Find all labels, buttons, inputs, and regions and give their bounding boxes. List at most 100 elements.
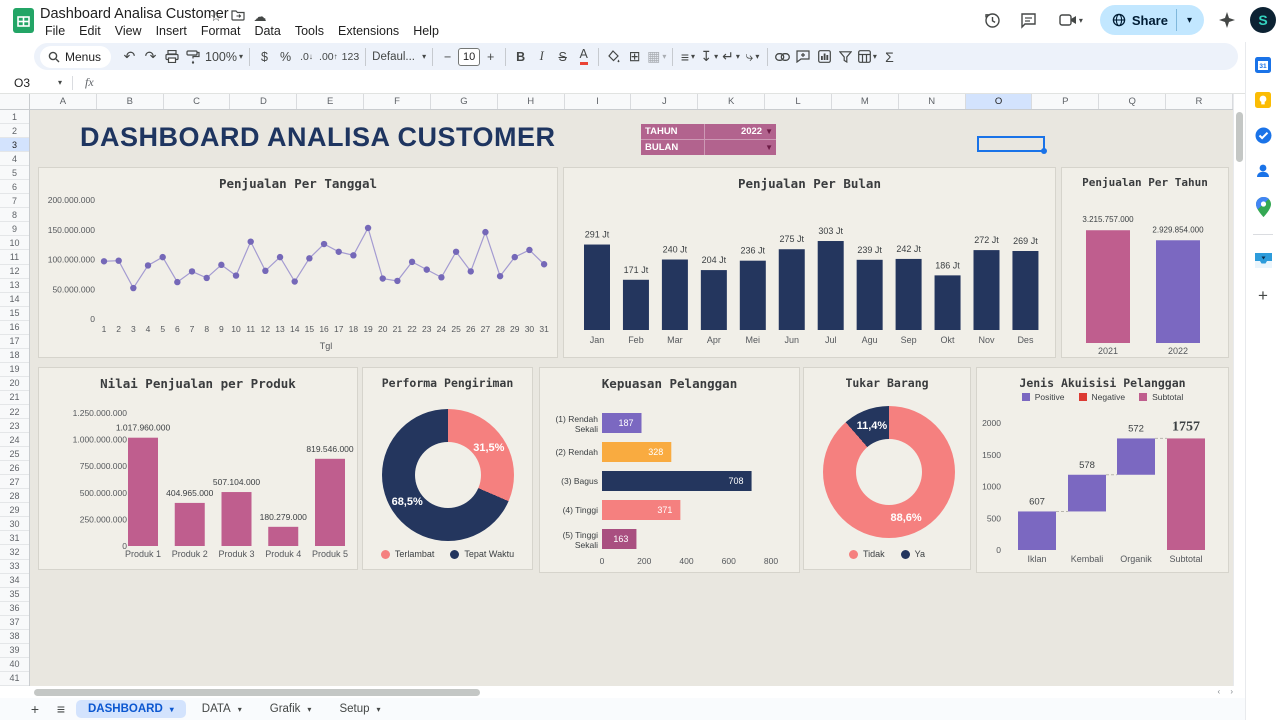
get-addons-button[interactable]: + <box>1258 286 1268 305</box>
chart-kepuasan-pelanggan[interactable]: Kepuasan Pelanggan 187 (1) Rendah Sekali 328… <box>539 367 800 573</box>
increase-decimal-button[interactable]: .00 ↑ <box>319 50 338 63</box>
gemini-sparkle-icon[interactable] <box>1214 7 1240 33</box>
row-header-1[interactable]: 1 <box>0 110 29 125</box>
column-header-Q[interactable]: Q <box>1099 94 1167 109</box>
row-header-5[interactable]: 5 <box>0 166 29 181</box>
merge-cells-button[interactable]: ▦ ▾ <box>647 48 667 64</box>
row-header-4[interactable]: 4 <box>0 152 29 167</box>
star-icon[interactable]: ☆ <box>210 9 222 24</box>
fill-color-button[interactable] <box>603 46 624 68</box>
more-formats-button[interactable]: 123 <box>341 50 360 63</box>
row-header-30[interactable]: 30 <box>0 517 29 532</box>
tasks-icon[interactable] <box>1254 126 1273 145</box>
column-header-M[interactable]: M <box>832 94 899 109</box>
maps-icon[interactable] <box>1255 197 1271 217</box>
menu-format[interactable]: Format <box>200 24 241 38</box>
chart-penjualan-per-bulan[interactable]: Penjualan Per Bulan 291 Jt Jan 171 Jt Feb 240… <box>563 167 1056 358</box>
menu-help[interactable]: Help <box>413 24 439 38</box>
meet-video-icon[interactable]: ▾ <box>1052 7 1090 33</box>
row-header-25[interactable]: 25 <box>0 447 29 462</box>
column-header-E[interactable]: E <box>297 94 365 109</box>
comments-icon[interactable] <box>1016 7 1042 33</box>
sheet-tab-setup[interactable]: Setup ▾ <box>339 703 381 715</box>
menu-extensions[interactable]: Extensions <box>338 24 400 38</box>
row-header-10[interactable]: 10 <box>0 236 29 251</box>
column-header-P[interactable]: P <box>1032 94 1100 109</box>
contacts-icon[interactable] <box>1254 162 1272 180</box>
chart-jenis-akuisisi-pelanggan[interactable]: Jenis Akuisisi Pelanggan 0 500 1000 1500 2000… <box>976 367 1229 573</box>
column-header-D[interactable]: D <box>230 94 298 109</box>
format-currency-button[interactable]: $ <box>261 49 268 64</box>
row-header-7[interactable]: 7 <box>0 194 29 209</box>
increase-font-size-button[interactable]: + <box>487 49 495 64</box>
functions-button[interactable]: Σ <box>885 48 894 65</box>
sheet-tab-grafik[interactable]: Grafik ▾ <box>269 703 312 715</box>
row-header-6[interactable]: 6 <box>0 180 29 195</box>
row-header-39[interactable]: 39 <box>0 644 29 658</box>
keep-icon[interactable] <box>1254 91 1272 109</box>
row-header-12[interactable]: 12 <box>0 265 29 279</box>
row-header-41[interactable]: 41 <box>0 672 29 686</box>
row-header-24[interactable]: 24 <box>0 433 29 448</box>
row-header-33[interactable]: 33 <box>0 560 29 574</box>
insert-comment-button[interactable] <box>793 46 814 68</box>
add-sheet-button[interactable]: + <box>30 701 40 717</box>
menu-data[interactable]: Data <box>254 24 281 38</box>
row-header-13[interactable]: 13 <box>0 279 29 293</box>
horizontal-align-button[interactable]: ≡ ▾ <box>680 48 696 65</box>
bold-button[interactable]: B <box>516 49 526 64</box>
chart-nilai-penjualan-per-produk[interactable]: Nilai Penjualan per Produk 0 250.000.000 50… <box>38 367 358 570</box>
version-history-icon[interactable] <box>980 7 1006 33</box>
font-size-input[interactable]: 10 <box>458 47 481 66</box>
row-header-26[interactable]: 26 <box>0 461 29 476</box>
column-header-J[interactable]: J <box>631 94 699 109</box>
text-color-button[interactable]: A <box>573 46 594 68</box>
row-header-28[interactable]: 28 <box>0 489 29 504</box>
vertical-align-button[interactable]: ↧ ▾ <box>700 48 719 64</box>
scroll-arrows[interactable]: ‹ › <box>1217 687 1237 696</box>
chart-performa-pengiriman[interactable]: Performa Pengiriman 31,5% 68,5% Terlambat Te… <box>362 367 533 570</box>
column-header-G[interactable]: G <box>431 94 498 109</box>
column-header-B[interactable]: B <box>97 94 164 109</box>
sheet-tab-dashboard[interactable]: DASHBOARD ▾ <box>76 700 186 718</box>
select-all-corner[interactable] <box>0 94 30 109</box>
row-header-32[interactable]: 32 <box>0 545 29 560</box>
bulan-dropdown[interactable]: ▼ <box>765 142 773 152</box>
horizontal-scroll-thumb[interactable] <box>34 689 480 696</box>
row-header-23[interactable]: 23 <box>0 419 29 434</box>
name-box[interactable]: O3 <box>14 75 31 90</box>
text-rotate-button[interactable]: ⤷ ▾ <box>745 48 760 64</box>
menu-view[interactable]: View <box>114 24 142 38</box>
row-header-27[interactable]: 27 <box>0 475 29 490</box>
row-header-8[interactable]: 8 <box>0 208 29 223</box>
borders-button[interactable]: ⊞ <box>628 48 641 64</box>
row-header-15[interactable]: 15 <box>0 307 29 321</box>
all-sheets-button[interactable]: ≡ <box>56 701 66 717</box>
cloud-status-icon[interactable]: ☁ <box>253 9 267 24</box>
column-header-C[interactable]: C <box>164 94 231 109</box>
row-header-17[interactable]: 17 <box>0 335 29 349</box>
vertical-scrollbar[interactable] <box>1233 94 1245 686</box>
insert-chart-button[interactable] <box>814 46 835 68</box>
row-header-22[interactable]: 22 <box>0 405 29 420</box>
row-header-29[interactable]: 29 <box>0 503 29 518</box>
row-header-14[interactable]: 14 <box>0 293 29 307</box>
paint-format-button[interactable] <box>182 46 203 68</box>
column-header-N[interactable]: N <box>899 94 966 109</box>
column-header-F[interactable]: F <box>364 94 431 109</box>
column-header-K[interactable]: K <box>698 94 766 109</box>
row-header-31[interactable]: 31 <box>0 531 29 546</box>
strikethrough-button[interactable]: S <box>558 49 567 64</box>
font-select[interactable]: Defaul... ▾ <box>372 50 427 63</box>
row-header-19[interactable]: 19 <box>0 363 29 377</box>
addon-tray-icon[interactable] <box>1254 252 1273 269</box>
selected-cell-O3[interactable] <box>977 136 1047 154</box>
row-header-18[interactable]: 18 <box>0 349 29 363</box>
column-header-R[interactable]: R <box>1166 94 1233 109</box>
row-header-2[interactable]: 2 <box>0 124 29 139</box>
horizontal-scrollbar[interactable]: ‹ › <box>0 686 1245 698</box>
row-header-36[interactable]: 36 <box>0 602 29 616</box>
row-header-34[interactable]: 34 <box>0 574 29 588</box>
decrease-font-size-button[interactable]: − <box>444 49 452 64</box>
row-header-38[interactable]: 38 <box>0 630 29 644</box>
